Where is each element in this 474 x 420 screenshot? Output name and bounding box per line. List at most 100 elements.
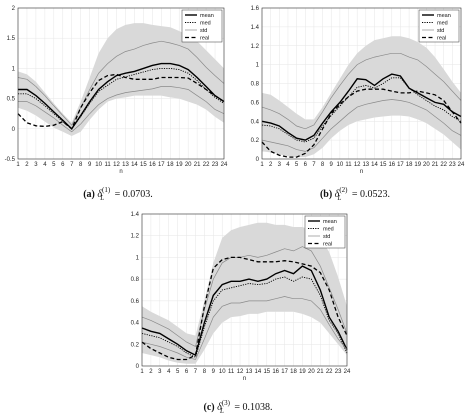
series-line-std-lower (261, 99, 462, 152)
plot-frame (141, 213, 348, 367)
y-tick-label: 1.6 (251, 6, 260, 12)
x-tick-label: 16 (272, 369, 279, 375)
y-tick-label: 1.2 (251, 44, 260, 50)
x-tick-label: 5 (176, 369, 180, 375)
legend-label-std: std (200, 28, 207, 34)
x-tick-label: 18 (167, 162, 174, 168)
x-tick-label: 6 (61, 162, 65, 168)
x-tick-label: 16 (149, 162, 156, 168)
y-tick-label: 0.2 (131, 342, 140, 348)
caption-symbol: δ (97, 189, 102, 200)
chart-panel-1: 1 2 3 4 5 6 7 8 9 10 11 12 13 14 15 16 17 18 19 20 21 22 23 24-… (5, 6, 228, 202)
x-tick-label: 23 (212, 162, 219, 168)
chart-panel-2: 1 2 3 4 5 6 7 8 9 10 11 12 13 14 15 16 17 18 19 20 21 22 23 240… (251, 6, 465, 202)
y-tick-label: 0.6 (131, 299, 140, 305)
x-tick-label: 24 (344, 369, 351, 375)
caption-subscript: L (219, 407, 224, 415)
y-tick-label: 0 (136, 364, 140, 370)
series-line-std-upper (261, 52, 462, 130)
y-tick-label: 0.2 (251, 138, 260, 144)
x-tick-label: 9 (330, 162, 334, 168)
x-axis-label: n (360, 169, 363, 175)
series-line-mean (141, 265, 348, 357)
caption-subscript: L (337, 194, 342, 202)
x-tick-label: 20 (308, 369, 315, 375)
x-tick-label: 8 (321, 162, 325, 168)
x-tick-label: 7 (312, 162, 316, 168)
y-tick-label: 0.6 (251, 100, 260, 106)
x-tick-label: 17 (397, 162, 404, 168)
legend-label-med: med (437, 21, 448, 27)
x-tick-label: 17 (281, 369, 288, 375)
legend-label-real: real (323, 242, 332, 248)
x-tick-label: 23 (449, 162, 456, 168)
y-tick-label: 1 (256, 63, 260, 69)
legend-label-std: std (323, 234, 330, 240)
y-tick-label: 1.5 (7, 36, 16, 42)
x-tick-label: 16 (388, 162, 395, 168)
y-tick-label: 0.4 (251, 119, 260, 125)
x-tick-label: 14 (131, 162, 138, 168)
uncertainty-band (142, 222, 347, 364)
x-tick-label: 5 (52, 162, 56, 168)
y-tick-label: 1.4 (251, 25, 260, 31)
x-tick-label: 22 (440, 162, 447, 168)
plot-frame (261, 7, 462, 160)
x-tick-label: 15 (263, 369, 270, 375)
series-line-std-lower (18, 86, 225, 133)
y-tick-label: 0.8 (251, 82, 260, 88)
x-tick-label: 14 (255, 369, 262, 375)
x-axis-label: n (119, 169, 122, 175)
legend-label-med: med (200, 21, 211, 27)
y-tick-label: 0.5 (7, 97, 16, 103)
legend-label-mean: mean (323, 219, 337, 225)
x-tick-label: 22 (326, 369, 333, 375)
uncertainty-band (18, 23, 224, 137)
legend-label-med: med (323, 227, 334, 233)
x-tick-label: 23 (335, 369, 342, 375)
legend-label-real: real (437, 36, 446, 42)
x-tick-label: 12 (113, 162, 120, 168)
x-tick-label: 15 (380, 162, 387, 168)
x-tick-label: 13 (122, 162, 129, 168)
x-tick-label: 3 (158, 369, 162, 375)
y-tick-label: 1.4 (131, 212, 140, 218)
x-tick-label: 4 (167, 369, 171, 375)
caption-value: = 0.0703. (112, 189, 153, 200)
x-tick-label: 8 (79, 162, 83, 168)
caption-label: (a) (83, 189, 97, 200)
y-tick-label: 0.4 (131, 321, 140, 327)
series-line-std-lower (141, 296, 348, 360)
x-tick-label: 24 (458, 162, 465, 168)
series-line-mean (18, 62, 225, 130)
series-line-real (261, 88, 462, 158)
y-tick-label: 1 (136, 255, 140, 261)
x-tick-label: 6 (185, 369, 189, 375)
caption-subscript: L (99, 194, 104, 202)
x-tick-label: 18 (290, 369, 297, 375)
x-tick-label: 13 (362, 162, 369, 168)
x-tick-label: 7 (194, 369, 198, 375)
y-tick-label: 2 (12, 6, 16, 12)
x-tick-label: 18 (406, 162, 413, 168)
x-tick-label: 11 (228, 369, 235, 375)
y-tick-label: 0 (256, 157, 260, 163)
legend-label-mean: mean (200, 13, 214, 19)
y-tick-label: 1 (12, 66, 16, 72)
x-tick-label: 22 (203, 162, 210, 168)
x-tick-label: 9 (88, 162, 92, 168)
caption-label: (b) (320, 189, 335, 200)
x-tick-label: 1 (16, 162, 20, 168)
series-line-real (141, 256, 348, 361)
panel-caption: (a) δ(1) L = 0.0703. (83, 186, 153, 202)
legend-label-std: std (437, 28, 444, 34)
series-line-mean (261, 73, 462, 141)
x-tick-label: 4 (286, 162, 290, 168)
x-tick-label: 14 (371, 162, 378, 168)
y-tick-label: -0.5 (5, 157, 16, 163)
panel-caption: (b) δ(2) L = 0.0523. (320, 186, 390, 202)
caption-superscript: (1) (102, 186, 111, 194)
